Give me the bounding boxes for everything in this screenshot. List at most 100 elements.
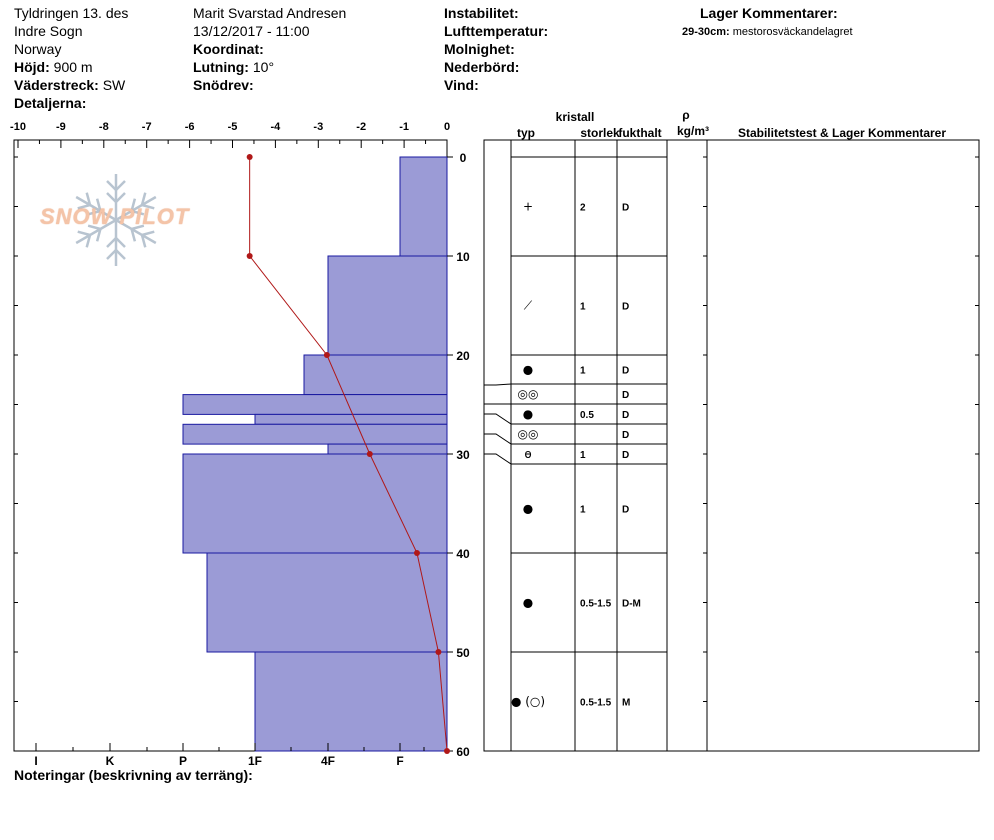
temp-tick-label: -7: [142, 121, 152, 133]
observer: Marit Svarstad Andresen: [193, 5, 347, 21]
temp-tick-label: -4: [271, 121, 282, 133]
instability-label: Instabilitet:: [444, 5, 519, 21]
depth-tick-label: 50: [456, 646, 470, 660]
temperature-point: [444, 748, 450, 754]
depth-tick-label: 40: [456, 547, 470, 561]
temperature-point: [246, 154, 253, 160]
temperature-point: [366, 451, 373, 457]
grain-type-symbol: ◎◎: [518, 427, 539, 441]
moisture-value: D: [622, 410, 629, 421]
depth-tick-label: 30: [456, 448, 470, 462]
moisture-value: D: [622, 302, 629, 313]
hardness-bar: [254, 413, 448, 425]
temp-tick-label: -9: [56, 121, 66, 133]
temp-tick-label: -10: [10, 121, 26, 133]
grain-size: 1: [580, 505, 586, 516]
details-label: Detaljerna:: [14, 95, 87, 111]
stability-header: Stabilitetstest & Lager Kommentarer: [738, 126, 946, 140]
moisture-header: fukthalt: [618, 126, 661, 140]
snowpilot-logo-text: SNOW PILOT: [40, 204, 190, 229]
depth-tick-label: 60: [456, 745, 470, 759]
hardness-bar: [327, 443, 448, 455]
hardness-tick-label: I: [34, 754, 37, 768]
layer-connector: [484, 433, 512, 445]
grain-type-symbol: ●: [523, 407, 533, 421]
temp-tick-label: -5: [228, 121, 238, 133]
temp-tick-label: -8: [99, 121, 109, 133]
density-rho-header: ρ: [682, 108, 689, 122]
depth-tick-label: 0: [460, 151, 467, 165]
grain-size: 0.5: [580, 410, 594, 421]
grain-type-symbol: ◎◎: [518, 387, 539, 401]
coordinate-label: Koordinat:: [193, 41, 264, 57]
snowflake-logo-icon: [70, 174, 162, 268]
temp-tick-label: -2: [356, 121, 366, 133]
hardness-tick-label: 1F: [248, 754, 262, 768]
grain-size: 1: [580, 450, 586, 461]
location: Tyldringen 13. des: [14, 5, 129, 21]
grain-size: 0.5-1.5: [580, 599, 612, 610]
moisture-value: D: [622, 366, 629, 377]
grain-type-symbol: ●: [523, 363, 533, 377]
air-temp-label: Lufttemperatur:: [444, 23, 549, 39]
grain-type-symbol: ɵ: [524, 447, 531, 461]
moisture-value: D-M: [622, 599, 641, 610]
grain-type-symbol: ●: [523, 596, 533, 610]
aspect-row: Väderstreck: SW: [14, 77, 126, 93]
grain-size: 1: [580, 302, 586, 313]
moisture-value: D: [622, 430, 629, 441]
region: Indre Sogn: [14, 23, 83, 39]
temp-tick-label: 0: [444, 121, 450, 133]
elevation-row: Höjd: 900 m: [14, 59, 93, 75]
slope-value: 10°: [252, 59, 275, 75]
moisture-value: M: [622, 698, 630, 709]
temperature-point: [413, 550, 420, 556]
crystal-header: kristall: [556, 110, 595, 124]
grain-type-symbol: ●: [523, 502, 533, 516]
layer-comment: 29-30cm: mestorosväckandelagret: [682, 26, 853, 38]
clouds-label: Molnighet:: [444, 41, 515, 57]
country: Norway: [14, 41, 62, 57]
grain-type-symbol: ⟋: [524, 299, 533, 313]
hardness-bar: [182, 453, 448, 554]
hardness-tick-label: K: [106, 754, 115, 768]
moisture-value: D: [622, 390, 629, 401]
hardness-tick-label: F: [396, 754, 403, 768]
temp-tick-label: -6: [185, 121, 195, 133]
slope-row: Lutning: 10°: [193, 59, 275, 75]
temperature-point: [323, 352, 330, 358]
grain-size: 1: [580, 366, 586, 377]
notes-label: Noteringar (beskrivning av terräng):: [14, 767, 253, 783]
hardness-bar: [303, 354, 448, 396]
size-header: storlek: [580, 126, 620, 140]
grain-size: 0.5-1.5: [580, 698, 612, 709]
datetime: 13/12/2017 - 11:00: [193, 23, 310, 39]
layer-table-frame: [483, 139, 980, 752]
grain-type-symbol: +: [523, 200, 533, 214]
moisture-value: D: [622, 450, 629, 461]
aspect-value: SW: [102, 77, 126, 93]
elevation-value: 900 m: [53, 59, 93, 75]
grain-size: 2: [580, 203, 586, 214]
hardness-bar: [206, 552, 448, 653]
hardness-tick-label: 4F: [321, 754, 335, 768]
moisture-value: D: [622, 505, 629, 516]
hardness-tick-label: P: [179, 754, 187, 768]
layer-connector: [484, 413, 512, 425]
drift-label: Snödrev:: [193, 77, 254, 93]
depth-tick-label: 20: [456, 349, 470, 363]
wind-label: Vind:: [444, 77, 479, 93]
layer-connector: [484, 453, 512, 465]
temp-tick-label: -3: [313, 121, 323, 133]
precip-label: Nederbörd:: [444, 59, 520, 75]
hardness-bar: [254, 651, 448, 752]
layer-connector: [484, 383, 512, 386]
grain-type-symbol: ● (○): [511, 695, 545, 709]
moisture-value: D: [622, 203, 629, 214]
temperature-point: [435, 649, 442, 655]
depth-tick-label: 10: [456, 250, 470, 264]
type-header: typ: [517, 126, 535, 140]
hardness-bar: [327, 255, 448, 356]
temp-tick-label: -1: [399, 121, 409, 133]
